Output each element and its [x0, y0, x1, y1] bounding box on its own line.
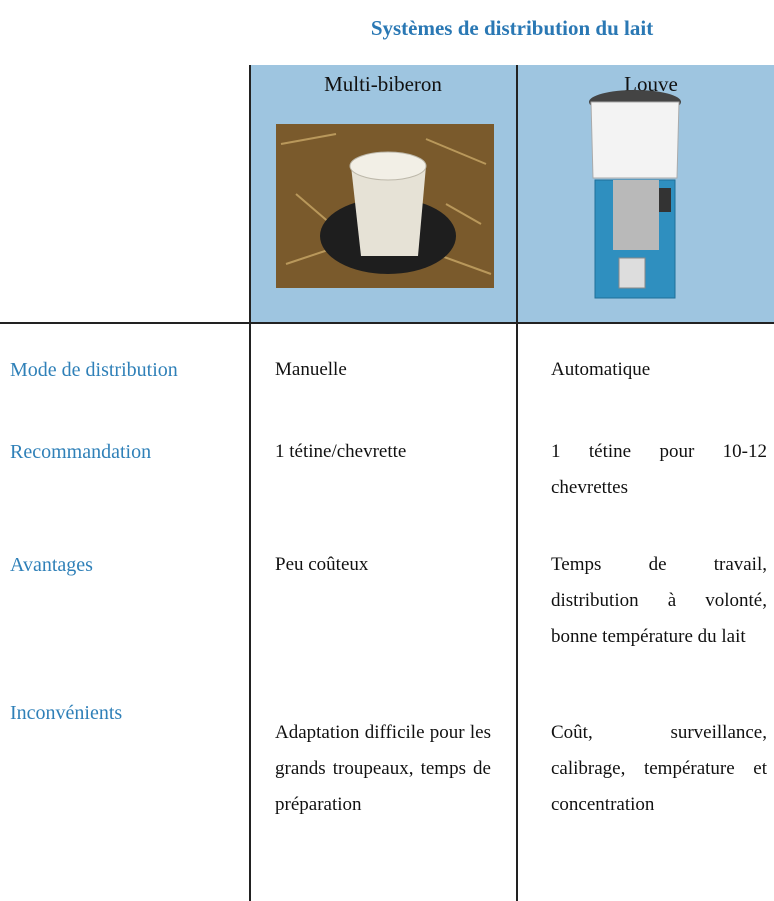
column-divider — [249, 65, 251, 901]
header-rule — [0, 322, 774, 324]
table-cell: Peu coûteux — [275, 554, 369, 575]
row-label: Recommandation — [10, 441, 152, 463]
column-divider — [516, 65, 518, 901]
row-label: Inconvénients — [10, 702, 123, 724]
multi-biberon-photo — [276, 124, 494, 288]
column-header: Multi-biberon — [324, 72, 442, 96]
row-label: Mode de distribution — [10, 359, 178, 381]
table-cell: Temps de travail, distribution à volonté… — [551, 554, 767, 647]
table-cell: 1 tétine/chevrette — [275, 441, 407, 462]
row-label: Avantages — [10, 554, 93, 576]
louve-illustration — [589, 90, 681, 299]
table-cell: Automatique — [551, 359, 651, 380]
table-cell: Coût, surveillance, calibrage, températu… — [551, 722, 767, 815]
title: Systèmes de distribution du lait — [370, 16, 654, 40]
table-cell: Adaptation difficile pour les grands tro… — [275, 722, 491, 815]
table-cell: 1 tétine pour 10-12 chevrettes — [551, 441, 767, 498]
table-cell: Manuelle — [275, 359, 347, 380]
